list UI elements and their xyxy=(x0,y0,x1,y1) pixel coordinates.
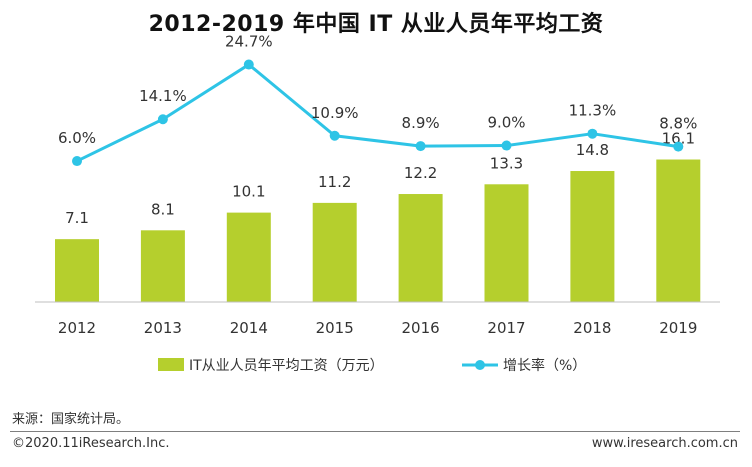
bar-series xyxy=(55,159,701,302)
line-value-label: 10.9% xyxy=(311,104,359,122)
line-point-2014 xyxy=(243,59,254,70)
x-tick-label: 2018 xyxy=(573,319,611,337)
legend-line-label: 增长率（%） xyxy=(503,357,586,374)
copyright-text: ©2020.11iResearch.Inc. xyxy=(12,436,170,451)
line-value-label: 14.1% xyxy=(139,87,187,105)
x-axis-tick-labels: 2012 2013 2014 2015 2016 2017 2018 2019 xyxy=(58,319,697,337)
x-tick-label: 2015 xyxy=(316,319,354,337)
line-point-2016 xyxy=(415,141,426,152)
line-point-2019 xyxy=(673,141,684,152)
line-value-label: 24.7% xyxy=(225,33,273,51)
x-tick-label: 2017 xyxy=(487,319,525,337)
website-text: www.iresearch.com.cn xyxy=(591,436,738,451)
bar-2017 xyxy=(484,184,529,302)
line-point-2013 xyxy=(157,114,168,125)
line-value-label: 8.8% xyxy=(659,115,697,133)
legend: IT从业人员年平均工资（万元） 增长率（%） xyxy=(158,357,586,374)
bar-2014 xyxy=(226,212,271,302)
line-value-label: 9.0% xyxy=(487,114,525,132)
legend-bar-swatch xyxy=(158,358,184,371)
line-value-labels: 6.0% 14.1% 24.7% 10.9% 8.9% 9.0% 11.3% 8.8% xyxy=(58,33,697,147)
legend-bar-label: IT从业人员年平均工资（万元） xyxy=(189,358,384,374)
source-note: 来源：国家统计局。 xyxy=(12,412,130,427)
x-tick-label: 2012 xyxy=(58,319,96,337)
bar-2019 xyxy=(656,159,701,302)
bar-value-label: 13.3 xyxy=(490,154,523,172)
bar-2018 xyxy=(570,171,615,302)
x-tick-label: 2014 xyxy=(230,319,268,337)
legend-line-marker xyxy=(475,360,485,370)
x-tick-label: 2019 xyxy=(659,319,697,337)
bar-value-label: 10.1 xyxy=(232,183,265,201)
bar-2013 xyxy=(140,230,185,302)
bar-value-label: 11.2 xyxy=(318,173,351,191)
bar-value-label: 16.1 xyxy=(662,130,695,148)
line-value-label: 11.3% xyxy=(569,102,617,120)
bar-value-label: 8.1 xyxy=(151,200,175,218)
x-tick-label: 2013 xyxy=(144,319,182,337)
bar-2015 xyxy=(312,202,357,302)
line-point-2017 xyxy=(501,140,512,151)
bar-2016 xyxy=(398,194,443,302)
bar-value-label: 14.8 xyxy=(576,141,609,159)
line-point-2015 xyxy=(329,130,340,141)
x-tick-label: 2016 xyxy=(402,319,440,337)
footer-divider xyxy=(10,431,740,432)
bar-2012 xyxy=(55,239,99,302)
bar-value-labels: 7.1 8.1 10.1 11.2 12.2 13.3 14.8 16.1 xyxy=(65,130,695,228)
line-value-label: 6.0% xyxy=(58,129,96,147)
bar-value-label: 12.2 xyxy=(404,164,437,182)
line-point-2018 xyxy=(587,128,598,139)
chart-title: 2012-2019 年中国 IT 从业人员年平均工资 xyxy=(148,12,604,37)
line-point-2012 xyxy=(72,156,82,167)
line-series xyxy=(72,59,684,167)
growth-rate-line xyxy=(76,63,679,163)
line-value-label: 8.9% xyxy=(402,114,440,132)
bar-value-label: 7.1 xyxy=(65,209,89,227)
